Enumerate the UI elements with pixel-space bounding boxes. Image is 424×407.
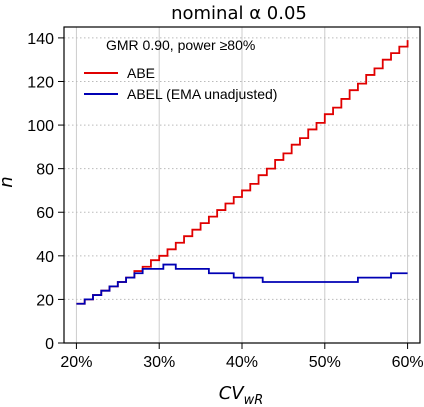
x-tick-label: 60% <box>392 354 424 371</box>
x-axis-ticks: 20% 30% 40% 50% 60% <box>60 343 424 371</box>
x-axis-label: CVwR <box>219 383 264 407</box>
y-tick-label: 60 <box>36 205 54 222</box>
y-tick-label: 40 <box>36 249 54 266</box>
x-tick-label: 20% <box>60 354 92 371</box>
y-tick-label: 100 <box>27 118 54 135</box>
chart-title: nominal α 0.05 <box>171 3 307 24</box>
x-axis-label-main: CV <box>219 383 246 404</box>
y-axis-ticks: 0 20 40 60 80 100 120 140 <box>27 31 64 353</box>
y-tick-label: 140 <box>27 31 54 48</box>
y-tick-label: 20 <box>36 292 54 309</box>
x-axis-label-subscript: wR <box>244 393 264 407</box>
series-abel-ema-unadjusted-line <box>76 263 408 305</box>
legend-label: ABEL (EMA unadjusted) <box>127 86 277 102</box>
x-tick-label: 30% <box>143 354 175 371</box>
x-tick-label: 50% <box>309 354 341 371</box>
legend-entries: ABE ABEL (EMA unadjusted) <box>84 65 277 102</box>
y-tick-label: 0 <box>45 336 54 353</box>
y-tick-label: 80 <box>36 162 54 179</box>
legend-label: ABE <box>127 65 155 81</box>
x-tick-label: 40% <box>226 354 258 371</box>
series-layer <box>76 40 409 305</box>
legend: GMR 0.90, power ≥80% ABE ABEL (EMA unadju… <box>84 37 277 102</box>
y-axis-label: n <box>0 176 17 187</box>
legend-title: GMR 0.90, power ≥80% <box>106 37 255 53</box>
y-tick-label: 120 <box>27 74 54 91</box>
